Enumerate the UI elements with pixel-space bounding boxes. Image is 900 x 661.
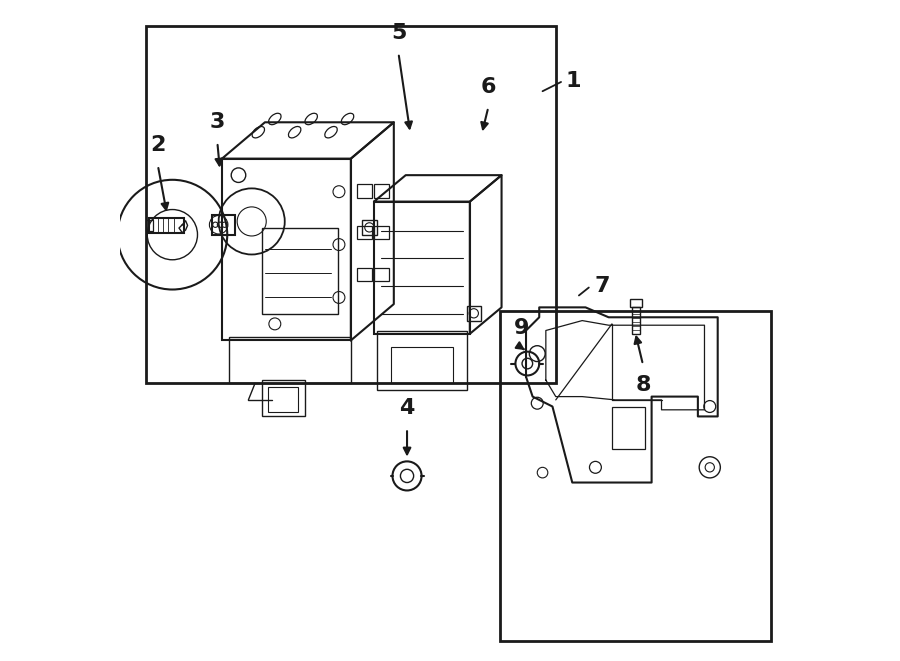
Bar <box>500 311 770 641</box>
Text: 2: 2 <box>150 136 166 155</box>
Bar <box>357 226 372 239</box>
Bar <box>229 337 351 383</box>
Text: 9: 9 <box>514 318 529 338</box>
Text: 3: 3 <box>210 112 225 132</box>
Text: 1: 1 <box>565 71 581 91</box>
Bar <box>391 347 454 383</box>
Text: 5: 5 <box>391 23 406 43</box>
Bar <box>149 218 184 233</box>
Text: 4: 4 <box>400 399 415 418</box>
Bar <box>212 215 235 235</box>
Bar <box>377 330 466 390</box>
Bar <box>374 184 389 198</box>
Bar <box>374 202 470 334</box>
Bar <box>262 380 304 416</box>
Bar <box>630 299 643 307</box>
Text: 8: 8 <box>635 375 651 395</box>
Bar <box>146 220 153 231</box>
Bar <box>362 220 376 235</box>
Bar <box>222 159 351 340</box>
Text: 6: 6 <box>481 77 496 97</box>
Bar <box>268 387 298 412</box>
Bar <box>612 407 645 449</box>
Bar <box>374 268 389 281</box>
Bar <box>632 307 641 334</box>
Bar <box>466 306 482 321</box>
Bar <box>357 184 372 198</box>
Bar <box>146 26 556 383</box>
Bar <box>374 226 389 239</box>
Text: 7: 7 <box>594 276 609 295</box>
Bar <box>262 228 338 314</box>
Bar <box>357 268 372 281</box>
